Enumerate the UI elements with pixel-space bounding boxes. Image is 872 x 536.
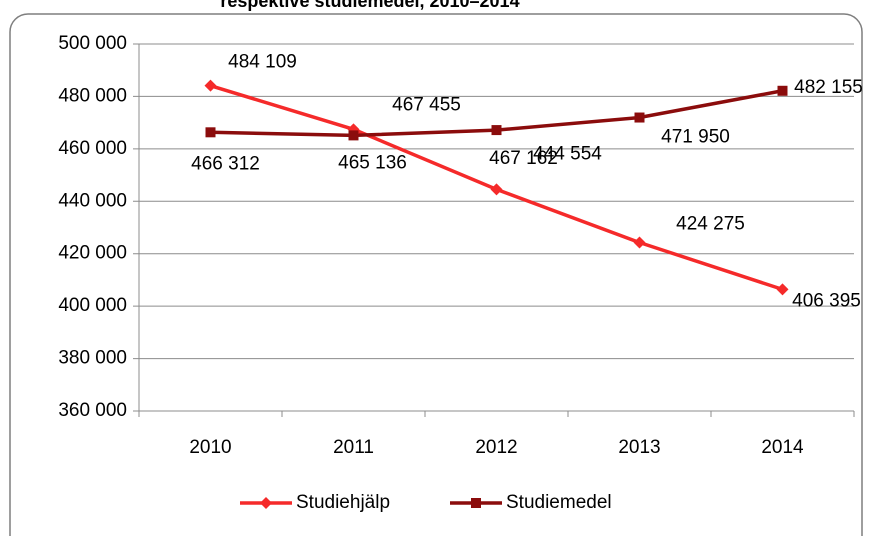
data-label: 465 136 <box>338 152 407 173</box>
y-tick-label: 380 000 <box>58 348 127 369</box>
point-marker <box>776 283 789 296</box>
chart-border <box>9 13 863 536</box>
data-label: 471 950 <box>661 127 730 148</box>
chart-title: respektive studiemedel, 2010–2014 <box>220 0 519 11</box>
point-marker <box>490 183 503 196</box>
point-marker <box>471 498 481 508</box>
point-marker <box>205 127 216 138</box>
data-label: 467 455 <box>392 94 461 115</box>
data-label: 467 162 <box>489 148 558 169</box>
x-tick-label: 2013 <box>618 437 660 458</box>
point-marker <box>491 125 502 136</box>
data-label: 444 554 <box>533 143 602 164</box>
y-tick-label: 420 000 <box>58 243 127 264</box>
y-tick-label: 440 000 <box>58 190 127 211</box>
x-tick-label: 2012 <box>475 437 517 458</box>
data-label: 424 275 <box>676 214 745 235</box>
data-label: 466 312 <box>191 153 260 174</box>
x-tick-label: 2014 <box>761 437 804 458</box>
y-tick-label: 360 000 <box>58 400 127 421</box>
x-tick-label: 2010 <box>189 437 231 458</box>
y-tick-label: 460 000 <box>58 138 127 159</box>
y-tick-label: 400 000 <box>58 295 127 316</box>
legend-label: Studiemedel <box>506 492 612 513</box>
point-marker <box>777 85 788 96</box>
x-tick-label: 2011 <box>333 437 374 458</box>
point-marker <box>204 79 217 92</box>
legend-label: Studiehjälp <box>296 492 390 513</box>
data-label: 482 155 <box>794 77 863 98</box>
y-tick-label: 500 000 <box>58 33 127 54</box>
point-marker <box>634 112 645 123</box>
point-marker <box>260 497 272 509</box>
data-label: 406 395 <box>792 290 861 311</box>
data-label: 484 109 <box>228 52 297 73</box>
point-marker <box>633 236 646 249</box>
y-tick-label: 480 000 <box>58 85 127 106</box>
point-marker <box>348 130 359 141</box>
